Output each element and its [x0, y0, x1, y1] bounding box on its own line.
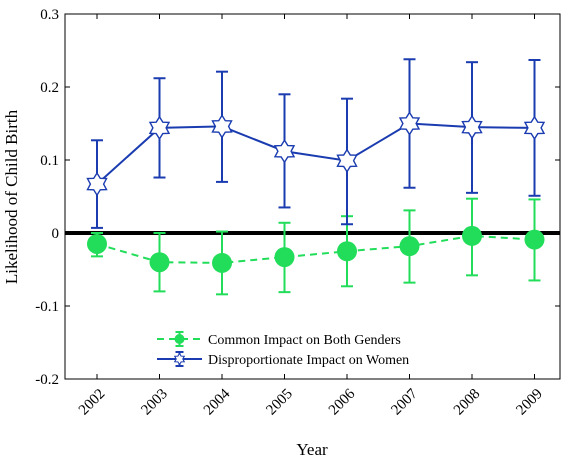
- legend-marker: [173, 352, 186, 366]
- legend-label: Disproportionate Impact on Women: [208, 353, 409, 368]
- y-axis-title: Likelihood of Child Birth: [2, 109, 21, 284]
- y-tick-label: 0.3: [40, 7, 59, 23]
- y-tick-label: -0.2: [35, 372, 59, 388]
- x-tick-label: 2008: [451, 386, 484, 419]
- x-tick-label: 2009: [513, 386, 546, 419]
- data-point: [398, 111, 421, 136]
- data-point: [337, 241, 357, 262]
- data-point: [86, 171, 108, 197]
- labels-layer: Year Likelihood of Child Birth: [2, 109, 328, 459]
- legend-box: [149, 322, 450, 373]
- x-tick-label: 2007: [388, 386, 421, 419]
- data-point: [148, 115, 171, 141]
- plot-frame: [64, 13, 561, 380]
- series-2: [86, 58, 546, 229]
- data-point: [273, 138, 296, 164]
- x-tick-label: 2003: [138, 386, 171, 419]
- data-point: [211, 114, 233, 139]
- y-tick-label: -0.1: [35, 299, 59, 315]
- data-point: [274, 247, 295, 268]
- data-point: [212, 252, 232, 273]
- data-point: [523, 115, 546, 141]
- y-tick-label: 0: [52, 226, 60, 242]
- y-tick-label: 0.2: [40, 80, 59, 96]
- x-tick-label: 2005: [263, 386, 296, 419]
- series-line: [96, 122, 535, 185]
- data-point: [462, 225, 482, 246]
- legend-label: Common Impact on Both Genders: [208, 333, 401, 348]
- series-line: [96, 234, 535, 264]
- data-point: [87, 233, 107, 254]
- x-tick-label: 2006: [326, 386, 359, 419]
- data-point: [524, 229, 545, 250]
- series-layer: [86, 58, 546, 296]
- series-1: [87, 197, 545, 296]
- data-point: [149, 252, 170, 273]
- y-tick-label: 0.1: [40, 153, 59, 169]
- x-tick-label: 2004: [201, 386, 234, 419]
- data-point: [461, 114, 483, 140]
- data-point: [399, 236, 420, 257]
- x-axis-title: Year: [296, 440, 328, 459]
- legend: Common Impact on Both Genders Disproporti…: [149, 322, 450, 373]
- x-tick-label: 2002: [76, 386, 109, 419]
- data-point: [336, 148, 358, 174]
- legend-marker: [174, 334, 185, 344]
